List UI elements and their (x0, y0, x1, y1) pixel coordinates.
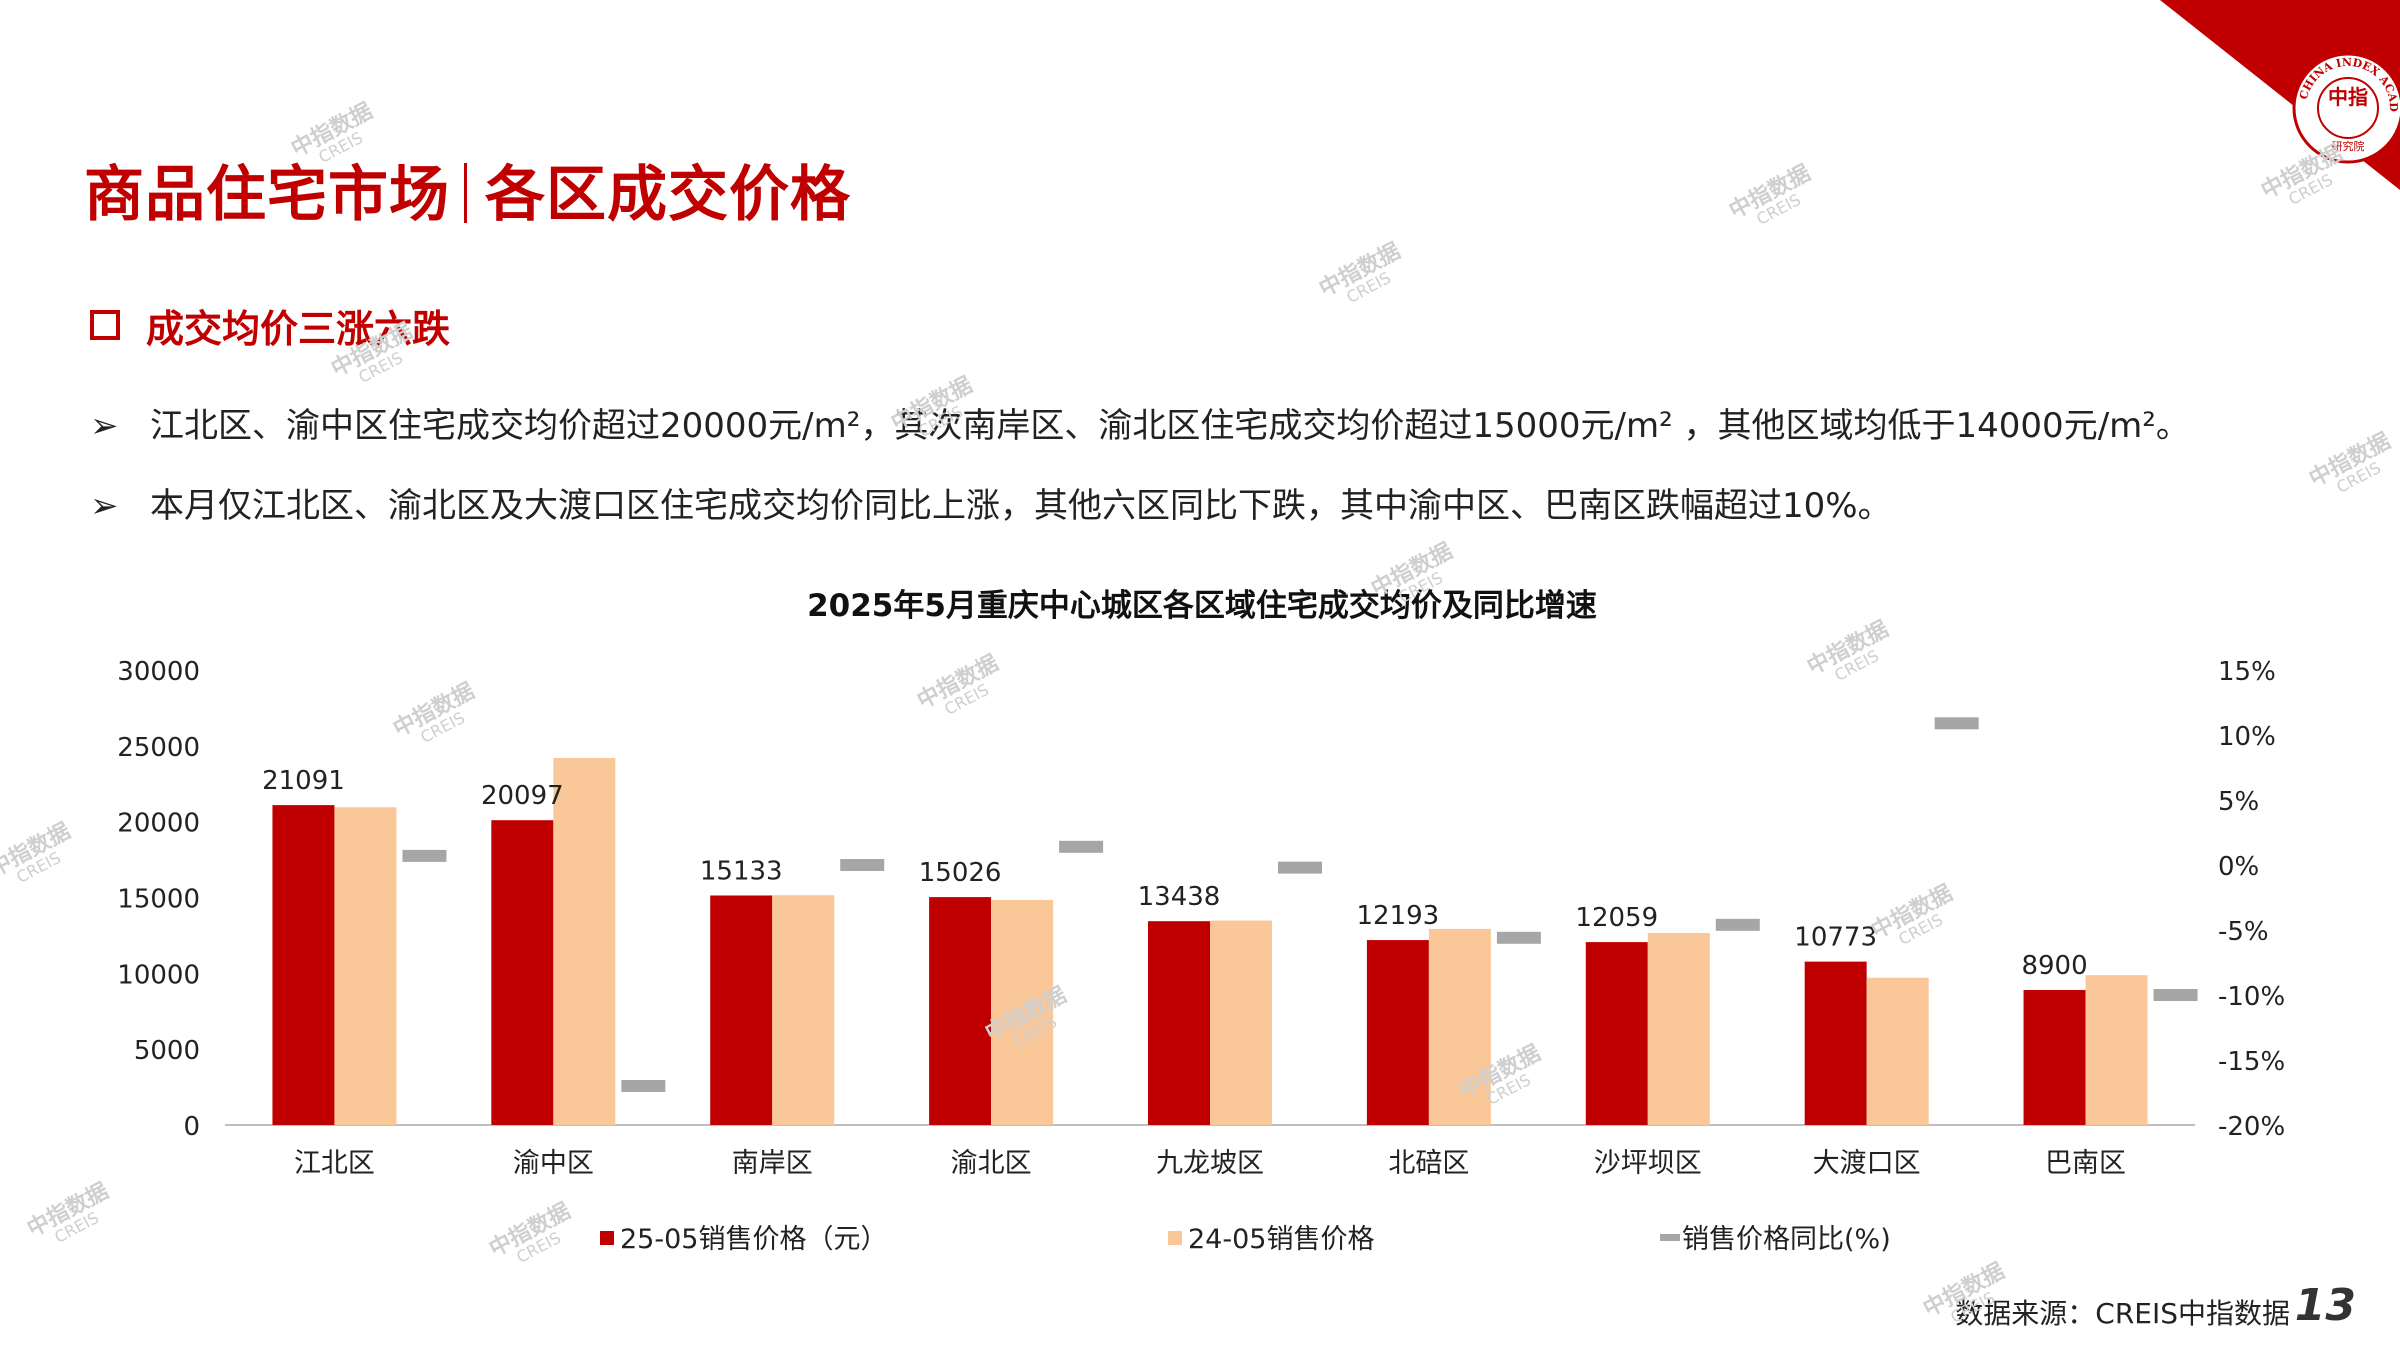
category-label: 南岸区 (732, 1148, 813, 1179)
bar-2025-05 (2023, 990, 2086, 1125)
legend-label: 销售价格同比(%) (1682, 1224, 1891, 1255)
category-labels-group: 江北区 渝中区 南岸区 渝北区 九龙坡区 北碚区 沙坪坝区 大渡口区 巴南区 (294, 1148, 2126, 1179)
bar-2024-05 (2085, 975, 2148, 1125)
data-label: 20097 (481, 781, 564, 811)
yoy-marker (1934, 717, 1979, 730)
bar-2025-05 (929, 897, 992, 1125)
logo-ring (2292, 52, 2400, 164)
left-axis-ticks: 0 5000 10000 15000 20000 25000 30000 (117, 657, 200, 1142)
right-axis-ticks: -20% -15% -10% -5% 0% 5% 10% 15% (2218, 657, 2285, 1142)
category-label: 渝中区 (513, 1148, 594, 1179)
bar-2025-05 (1366, 940, 1429, 1125)
left-axis-tick-label: 20000 (117, 809, 200, 839)
corner-logo: CHINA INDEX ACADEMY 中指 研究院 (2160, 0, 2400, 190)
logo-center-text: 中指 (2328, 85, 2368, 109)
watermark: 中指数据 CREIS (2305, 428, 2395, 498)
left-axis-tick-label: 25000 (117, 733, 200, 763)
category-label: 渝北区 (951, 1148, 1032, 1179)
left-axis-tick-label: 30000 (117, 657, 200, 687)
bar-2024-05 (772, 895, 835, 1125)
price-chart: 2025年5月重庆中心城区各区域住宅成交均价及同比增速 0 5000 10000 15… (117, 588, 2285, 1255)
legend-label: 24-05销售价格 (1188, 1224, 1374, 1255)
bullet-item-2: ➢ 本月仅江北区、渝北区及大渡口区住宅成交均价同比上涨，其他六区同比下跌，其中渝中… (90, 478, 1892, 527)
yoy-marker (402, 849, 447, 862)
yoy-marker (840, 859, 885, 871)
left-axis-tick-label: 10000 (117, 960, 200, 990)
data-label: 12059 (1575, 903, 1658, 933)
right-axis-tick-label: 15% (2218, 657, 2276, 687)
right-axis-tick-label: -5% (2218, 917, 2269, 947)
yoy-marker (1059, 840, 1104, 853)
bar-2024-05 (1647, 932, 1710, 1125)
category-label: 沙坪坝区 (1594, 1148, 1702, 1179)
section-heading-text: 成交均价三涨六跌 (146, 307, 451, 351)
yoy-marker (621, 1080, 666, 1092)
bullet-item-1: ➢ 江北区、渝中区住宅成交均价超过20000元/m²，其次南岸区、渝北区住宅成交均… (90, 398, 2190, 447)
bar-2025-05 (491, 820, 554, 1125)
category-label: 大渡口区 (1813, 1148, 1921, 1179)
legend-swatch (600, 1231, 614, 1245)
bar-2025-05 (710, 895, 773, 1125)
right-axis-tick-label: -15% (2218, 1047, 2285, 1077)
bullet-text-1: 江北区、渝中区住宅成交均价超过20000元/m²，其次南岸区、渝北区住宅成交均价… (150, 406, 2190, 446)
data-label: 8900 (2021, 951, 2087, 981)
logo-inner-ring (2317, 77, 2379, 139)
yoy-markers-group (402, 717, 2198, 1092)
page-title: 商品住宅市场 各区成交价格 (84, 146, 851, 233)
data-label: 10773 (1794, 923, 1877, 953)
right-axis-tick-label: 0% (2218, 852, 2259, 882)
bar-2024-05 (553, 757, 616, 1125)
category-label: 江北区 (294, 1148, 375, 1179)
chart-legend: 25-05销售价格（元） 24-05销售价格 销售价格同比(%) (600, 1224, 1891, 1255)
bar-2024-05 (991, 900, 1054, 1125)
bar-2025-05 (1804, 961, 1867, 1125)
data-label: 15026 (919, 858, 1002, 888)
page-title-part1: 商品住宅市场 (84, 160, 450, 230)
left-axis-tick-label: 5000 (134, 1036, 200, 1066)
data-label: 15133 (700, 856, 783, 886)
square-bullet-icon (90, 310, 120, 340)
right-axis-tick-label: -20% (2218, 1112, 2285, 1142)
yoy-marker (2153, 989, 2198, 1001)
data-label: 12193 (1357, 901, 1440, 931)
yoy-marker (1715, 918, 1760, 931)
page-number: 13 (2294, 1280, 2356, 1331)
title-divider (464, 163, 467, 223)
bar-2025-05 (272, 805, 335, 1125)
right-axis-tick-label: 5% (2218, 787, 2259, 817)
arrow-bullet-icon: ➢ (90, 406, 119, 446)
category-label: 巴南区 (2045, 1148, 2126, 1179)
left-axis-tick-label: 0 (183, 1112, 200, 1142)
data-labels-group: 21091 20097 15133 15026 13438 12193 12059 10773… (262, 766, 2088, 981)
data-source: 数据来源：CREIS中指数据 (1955, 1297, 2290, 1330)
section-heading: 成交均价三涨六跌 (90, 298, 450, 353)
logo-bottom-text: 研究院 (2332, 139, 2365, 153)
right-axis-tick-label: -10% (2218, 982, 2285, 1012)
arrow-bullet-icon: ➢ (90, 486, 119, 526)
page-title-part2: 各区成交价格 (485, 160, 851, 230)
bar-2024-05 (1428, 928, 1491, 1125)
chart-title: 2025年5月重庆中心城区各区域住宅成交均价及同比增速 (807, 588, 1597, 624)
right-axis-tick-label: 10% (2218, 722, 2276, 752)
watermark: 中指数据 CREIS (1315, 238, 1405, 308)
category-label: 九龙坡区 (1156, 1148, 1264, 1179)
legend-swatch (1660, 1234, 1680, 1241)
category-label: 北碚区 (1388, 1148, 1469, 1179)
bullet-text-2: 本月仅江北区、渝北区及大渡口区住宅成交均价同比上涨，其他六区同比下跌，其中渝中区… (150, 486, 1892, 526)
bar-2025-05 (1148, 921, 1210, 1125)
watermark: 中指数据 CREIS (1725, 160, 1815, 230)
left-axis-tick-label: 15000 (117, 885, 200, 915)
yoy-marker (1278, 861, 1322, 874)
yoy-marker (1496, 931, 1541, 944)
bar-2024-05 (1866, 977, 1929, 1125)
bar-2024-05 (334, 807, 397, 1125)
data-label: 13438 (1138, 882, 1221, 912)
bars-group (272, 757, 2148, 1125)
bar-2025-05 (1585, 942, 1648, 1125)
legend-label: 25-05销售价格（元） (620, 1224, 887, 1255)
data-label: 21091 (262, 766, 345, 796)
legend-swatch (1168, 1231, 1182, 1245)
bar-2024-05 (1210, 920, 1272, 1125)
